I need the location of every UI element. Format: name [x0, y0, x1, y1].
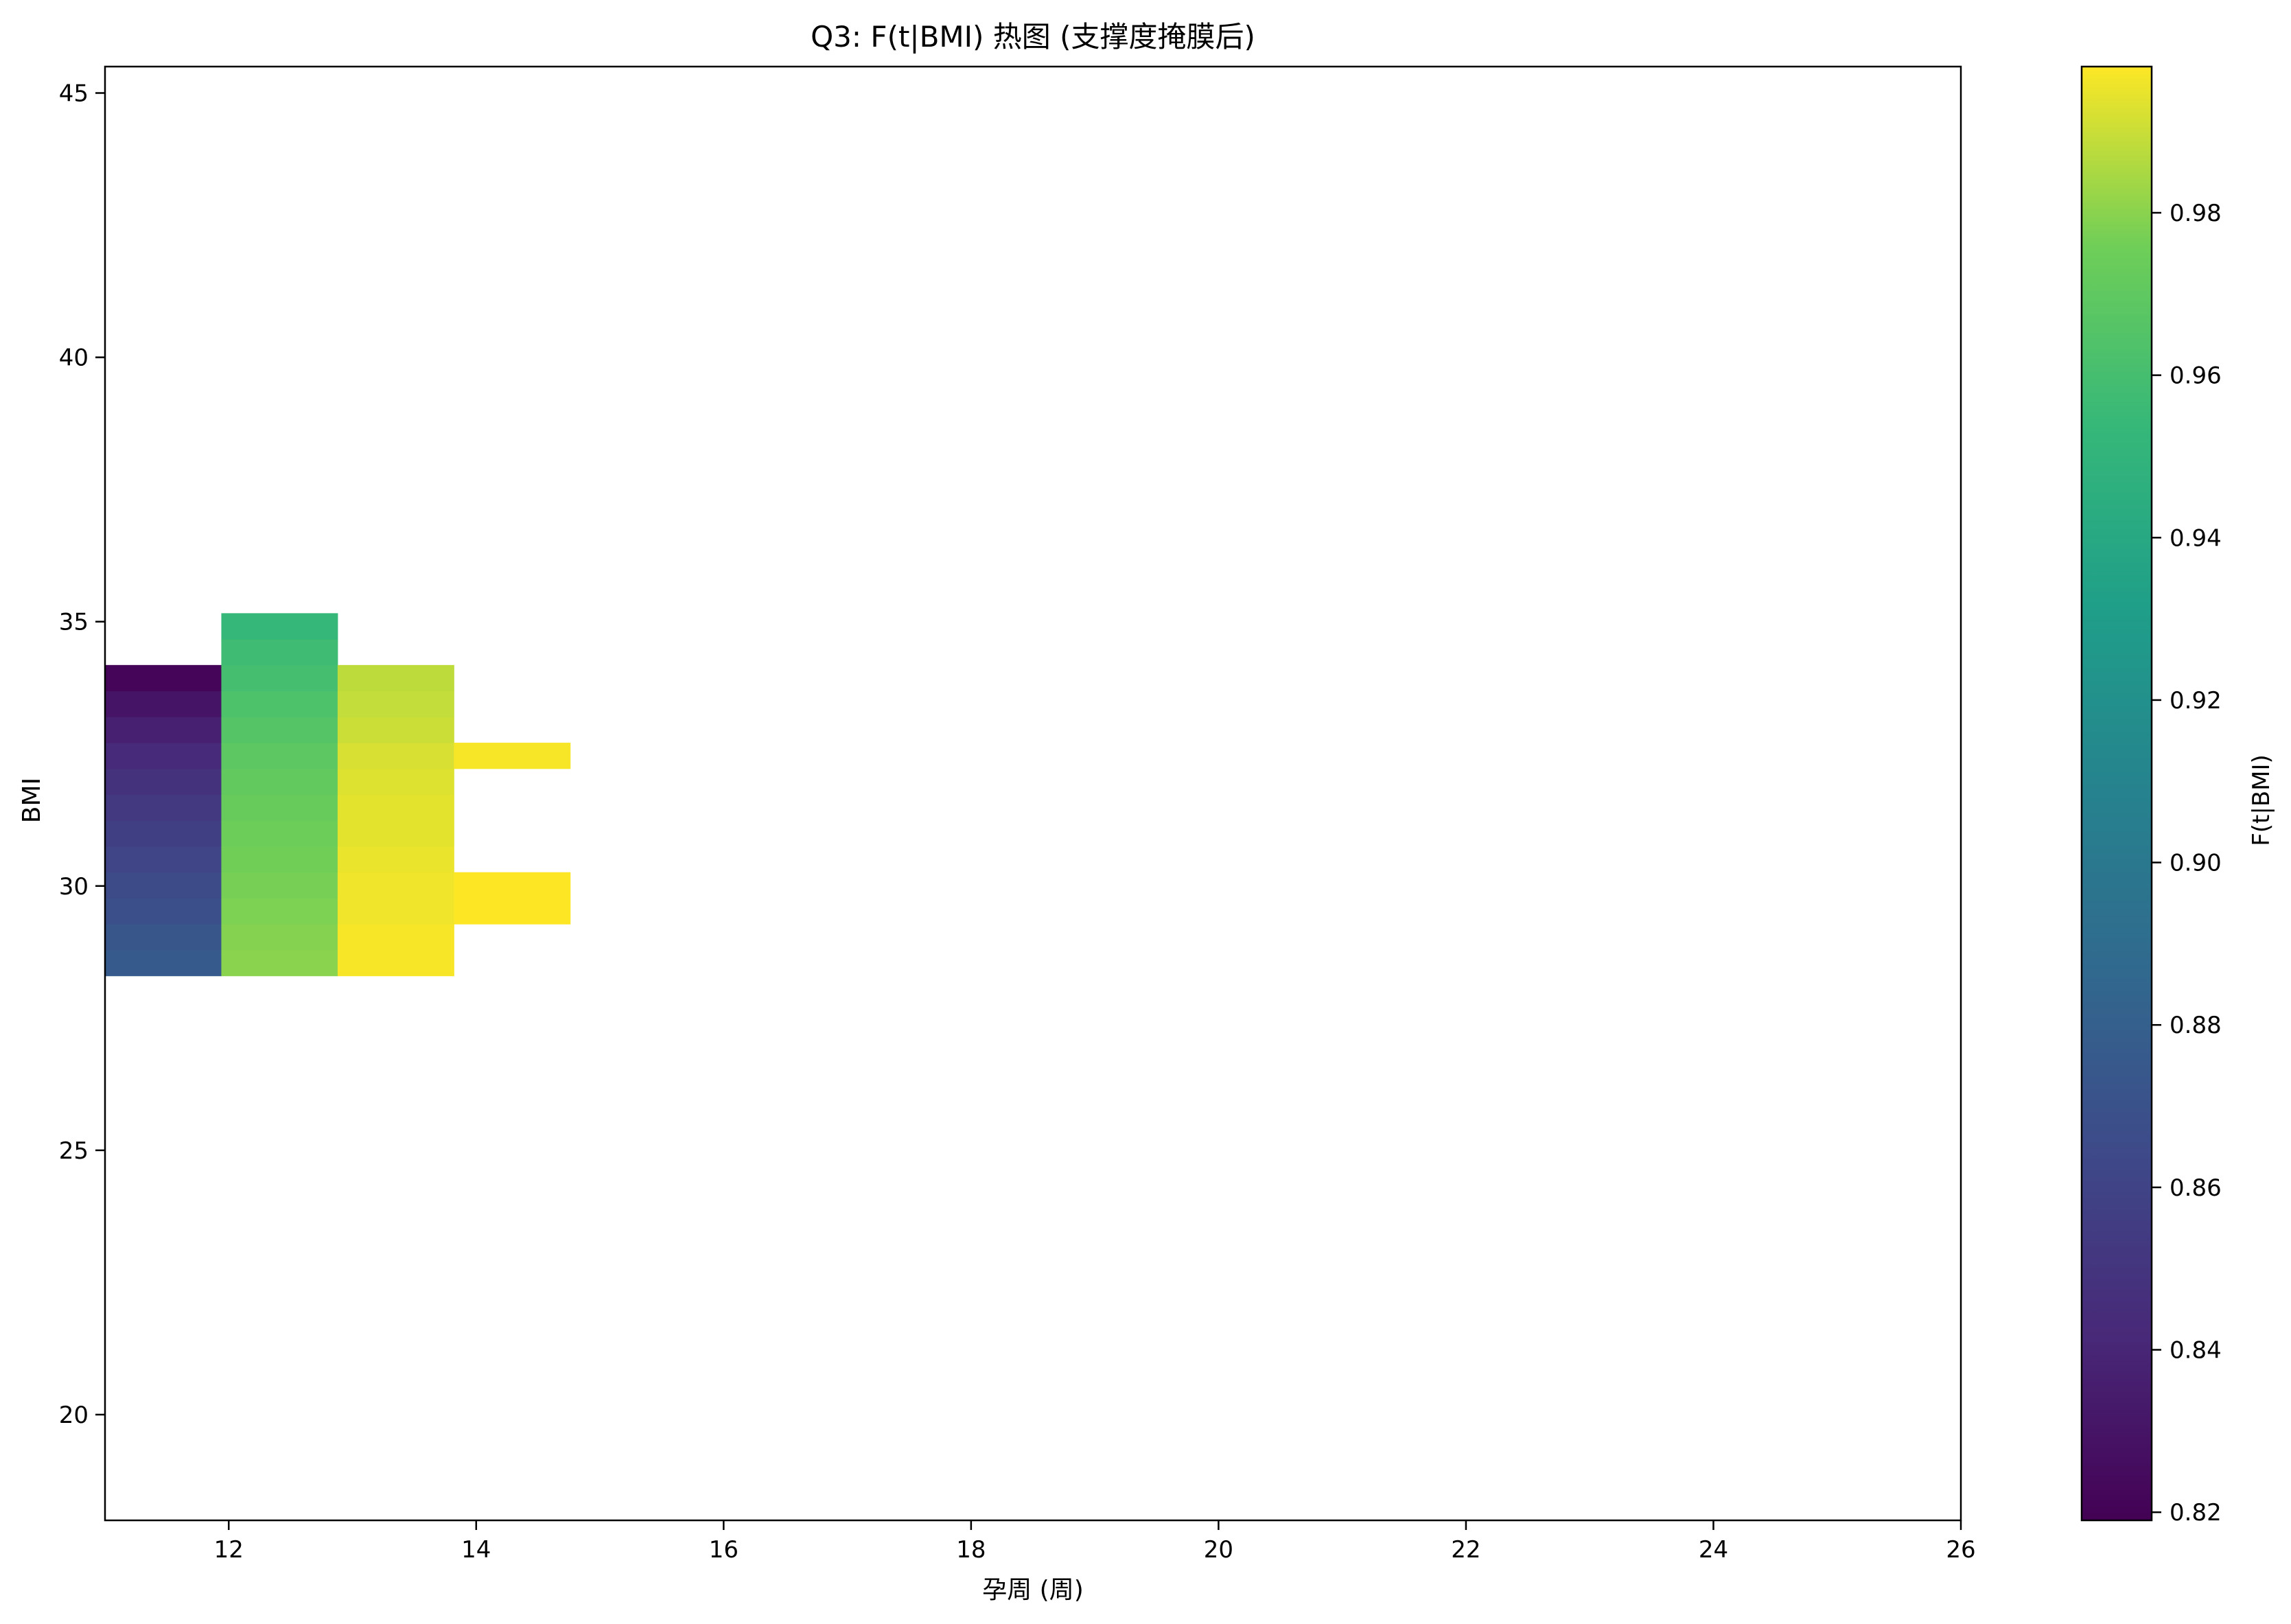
colorbar-tick-label: 0.98 [2170, 200, 2222, 227]
heatmap-cell [105, 898, 222, 925]
heatmap-cell [337, 924, 454, 951]
heatmap-cell [105, 872, 222, 898]
heatmap-cell [221, 846, 338, 873]
colorbar [2080, 65, 2153, 1522]
y-tick-label: 40 [59, 345, 89, 372]
y-axis-ticks: 20 25 30 35 40 45 [59, 80, 105, 1429]
heatmap-cell [105, 664, 222, 692]
heatmap-cell [105, 743, 222, 769]
heatmap-cell [221, 949, 338, 977]
heatmap-cell [337, 794, 454, 821]
heatmap-cell [221, 872, 338, 898]
y-tick-label: 25 [59, 1137, 89, 1165]
heatmap-cell [337, 846, 454, 873]
heatmap-cell [221, 924, 338, 951]
y-tick-label: 45 [59, 80, 89, 108]
heatmap-cell [454, 743, 571, 769]
heatmap-cell [221, 820, 338, 847]
colorbar-tick-label: 0.88 [2170, 1012, 2222, 1039]
x-tick-label: 20 [1204, 1536, 1233, 1564]
x-tick-label: 16 [709, 1536, 739, 1564]
heatmap-cell [105, 949, 222, 977]
heatmap-cell [105, 820, 222, 847]
colorbar-tick-label: 0.94 [2170, 524, 2222, 552]
heatmap-cell [337, 691, 454, 717]
heatmap-cell [221, 743, 338, 769]
x-axis-ticks: 12 14 16 18 20 22 24 26 [214, 1520, 1976, 1564]
heatmap-cell [221, 898, 338, 925]
colorbar-tick-label: 0.82 [2170, 1499, 2222, 1527]
colorbar-tick-label: 0.92 [2170, 687, 2222, 715]
x-axis-label: 孕周 (周) [982, 1576, 1084, 1604]
colorbar-ticks: 0.82 0.84 0.86 0.88 0.90 0.92 0.94 0.96 0.98 [2152, 200, 2222, 1527]
x-tick-label: 24 [1699, 1536, 1728, 1564]
heatmap-cell [337, 949, 454, 977]
y-axis-label: BMI [18, 778, 46, 823]
colorbar-tick-label: 0.96 [2170, 362, 2222, 390]
heatmap-cell [105, 691, 222, 717]
heatmap-cell [221, 664, 338, 692]
x-tick-label: 26 [1946, 1536, 1975, 1564]
heatmap-cell [454, 872, 571, 898]
y-tick-label: 35 [59, 609, 89, 636]
colorbar-label: F(t|BMI) [2248, 754, 2275, 846]
heatmap-cell [221, 639, 338, 666]
heatmap-cell [337, 664, 454, 692]
heatmap-cell [105, 846, 222, 873]
heatmap-cell [337, 743, 454, 769]
colorbar-tick-label: 0.86 [2170, 1174, 2222, 1202]
heatmap-cells [105, 613, 571, 977]
heatmap-cell [221, 768, 338, 796]
heatmap-cell [454, 898, 571, 925]
heatmap-cell [105, 768, 222, 796]
heatmap-cell [337, 717, 454, 743]
colorbar-tick-label: 0.84 [2170, 1337, 2222, 1365]
heatmap-cell [221, 794, 338, 821]
heatmap-cell [337, 768, 454, 796]
plot-frame [104, 65, 1962, 1522]
x-tick-label: 22 [1451, 1536, 1480, 1564]
heatmap-cell [337, 820, 454, 847]
heatmap-cell [105, 794, 222, 821]
heatmap-cell [221, 613, 338, 640]
y-tick-label: 20 [59, 1402, 89, 1429]
heatmap-cell [105, 924, 222, 951]
heatmap-cell [221, 691, 338, 717]
heatmap-cell [337, 872, 454, 898]
heatmap-cell [337, 898, 454, 925]
x-tick-label: 12 [214, 1536, 244, 1564]
colorbar-tick-label: 0.90 [2170, 850, 2222, 877]
heatmap-cell [105, 717, 222, 743]
chart-title: Q3: F(t|BMI) 热图 (支撑度掩膜后) [811, 20, 1255, 54]
y-tick-label: 30 [59, 873, 89, 901]
x-tick-label: 14 [461, 1536, 491, 1564]
heatmap-cell [221, 717, 338, 743]
x-tick-label: 18 [956, 1536, 986, 1564]
